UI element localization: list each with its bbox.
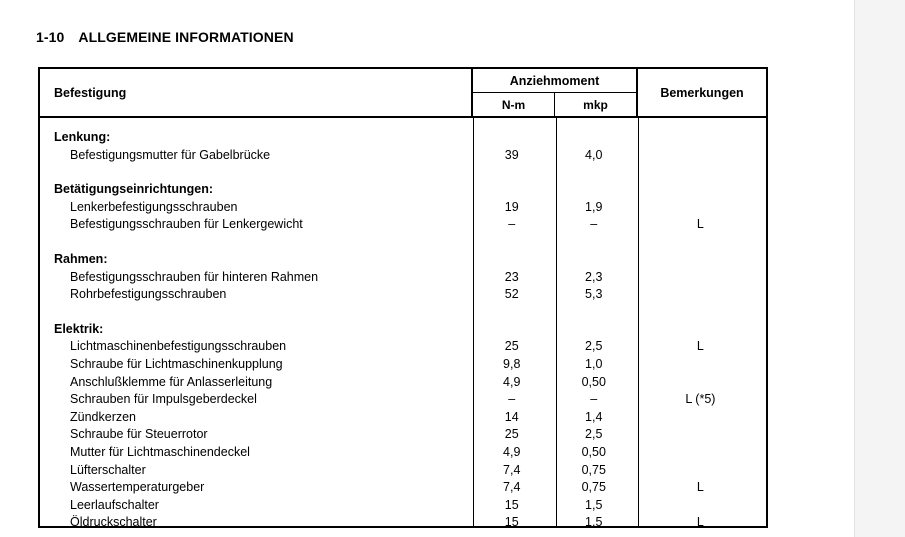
column-header-remarks: Bemerkungen bbox=[660, 85, 744, 100]
torque-nm-value: 4,9 bbox=[503, 374, 521, 389]
table-section-heading-row: Elektrik: bbox=[40, 322, 766, 340]
remark-value: L (*5) bbox=[685, 392, 716, 407]
table-row: Lichtmaschinenbefestigungsschrauben 25 2,5… bbox=[40, 339, 766, 357]
fastening-name: Mutter für Lichtmaschinendeckel bbox=[70, 444, 250, 459]
table-row: Rohrbefestigungsschrauben 52 5,3 bbox=[40, 287, 766, 305]
torque-mkp-value: 0,50 bbox=[581, 444, 606, 459]
torque-mkp-value: 5,3 bbox=[585, 287, 603, 302]
table-row: Schrauben für Impulsgeberdeckel – – L (*5) bbox=[40, 392, 766, 410]
fastening-name: Lichtmaschinenbefestigungsschrauben bbox=[70, 339, 287, 354]
table-row: Befestigungsschrauben für hinteren Rahme… bbox=[40, 270, 766, 288]
torque-nm-value: 7,4 bbox=[503, 462, 521, 477]
table-row: Leerlaufschalter 15 1,5 bbox=[40, 498, 766, 516]
fastening-name: Zündkerzen bbox=[70, 409, 137, 424]
column-divider-2 bbox=[555, 118, 557, 526]
torque-nm-value: 15 bbox=[504, 515, 519, 530]
torque-nm-value: 9,8 bbox=[503, 356, 521, 371]
table-section-heading-row: Rahmen: bbox=[40, 252, 766, 270]
torque-nm-value: 52 bbox=[504, 287, 519, 302]
page-title: 1-10 ALLGEMEINE INFORMATIONEN bbox=[28, 13, 294, 45]
torque-nm-value: – bbox=[508, 217, 516, 232]
section-heading: Betätigungseinrichtungen: bbox=[54, 182, 214, 197]
torque-nm-value: 14 bbox=[504, 409, 519, 424]
torque-mkp-value: 1,4 bbox=[585, 409, 603, 424]
column-header-anziehmoment: Anziehmoment bbox=[473, 69, 636, 93]
fastening-name: Schraube für Steuerrotor bbox=[70, 427, 208, 442]
torque-mkp-value: – bbox=[590, 217, 598, 232]
table-row: Lüfterschalter 7,4 0,75 bbox=[40, 463, 766, 481]
torque-mkp-value: 1,9 bbox=[585, 199, 603, 214]
table-row: Mutter für Lichtmaschinendeckel 4,9 0,50 bbox=[40, 445, 766, 463]
torque-nm-value: 19 bbox=[504, 199, 519, 214]
fastening-name: Schrauben für Impulsgeberdeckel bbox=[70, 392, 257, 407]
remark-value: L bbox=[696, 339, 704, 354]
torque-nm-value: 15 bbox=[504, 497, 519, 512]
column-header-torque-group: Anziehmoment N-m mkp bbox=[473, 69, 638, 117]
torque-mkp-value: 1,5 bbox=[585, 497, 603, 512]
fastening-name: Lüfterschalter bbox=[70, 462, 146, 477]
table-row: Zündkerzen 14 1,4 bbox=[40, 410, 766, 428]
fastening-name: Leerlaufschalter bbox=[70, 497, 159, 512]
torque-specification-table: Befestigung Anziehmoment N-m mkp Bemerku… bbox=[38, 67, 768, 529]
torque-nm-value: – bbox=[508, 392, 516, 407]
fastening-name: Anschlußklemme für Anlasserleitung bbox=[70, 374, 273, 389]
fastening-name: Befestigungsschrauben für hinteren Rahme… bbox=[70, 269, 319, 284]
table-rows: Lenkung: Befestigungsmutter für Gabelbrüc… bbox=[40, 130, 766, 533]
table-section-heading-row: Lenkung: bbox=[40, 130, 766, 148]
fastening-name: Lenkerbefestigungsschrauben bbox=[70, 199, 238, 214]
torque-mkp-value: 2,5 bbox=[585, 339, 603, 354]
remark-value: L bbox=[696, 515, 704, 530]
table-row: Schraube für Lichtmaschinenkupplung 9,8 1,… bbox=[40, 357, 766, 375]
torque-mkp-value: 0,75 bbox=[581, 462, 606, 477]
table-row: Befestigungsschrauben für Lenkergewicht –… bbox=[40, 217, 766, 235]
fastening-name: Rohrbefestigungsschrauben bbox=[70, 287, 227, 302]
torque-nm-value: 39 bbox=[504, 147, 519, 162]
column-header-fastening: Befestigung bbox=[40, 69, 473, 116]
section-heading: Rahmen: bbox=[54, 251, 108, 266]
table-row: Befestigungsmutter für Gabelbrücke 39 4,0 bbox=[40, 148, 766, 166]
torque-nm-value: 4,9 bbox=[503, 444, 521, 459]
table-row: Schraube für Steuerrotor 25 2,5 bbox=[40, 427, 766, 445]
table-section-heading-row: Betätigungseinrichtungen: bbox=[40, 182, 766, 200]
torque-mkp-value: 2,3 bbox=[585, 269, 603, 284]
table-row: Wassertemperaturgeber 7,4 0,75 L bbox=[40, 480, 766, 498]
torque-nm-value: 23 bbox=[504, 269, 519, 284]
torque-mkp-value: – bbox=[590, 392, 598, 407]
page-number: 1-10 bbox=[35, 29, 65, 45]
torque-mkp-value: 2,5 bbox=[585, 427, 603, 442]
fastening-name: Befestigungsschrauben für Lenkergewicht bbox=[70, 217, 303, 232]
fastening-name: Wassertemperaturgeber bbox=[70, 480, 205, 495]
torque-mkp-value: 1,5 bbox=[585, 515, 603, 530]
fastening-name: Befestigungsmutter für Gabelbrücke bbox=[70, 147, 271, 162]
column-divider-1 bbox=[473, 118, 474, 526]
table-row-spacer bbox=[40, 305, 766, 322]
column-header-nm: N-m bbox=[473, 93, 555, 117]
column-header-units: N-m mkp bbox=[473, 93, 636, 117]
torque-mkp-value: 1,0 bbox=[585, 356, 603, 371]
table-row: Anschlußklemme für Anlasserleitung 4,9 0,5… bbox=[40, 375, 766, 393]
section-heading: Elektrik: bbox=[54, 321, 104, 336]
table-row: Lenkerbefestigungsschrauben 19 1,9 bbox=[40, 200, 766, 218]
table-row: Öldruckschalter 15 1,5 L bbox=[40, 515, 766, 533]
column-header-mkp: mkp bbox=[583, 98, 608, 112]
table-row-spacer bbox=[40, 165, 766, 182]
torque-nm-value: 25 bbox=[504, 427, 519, 442]
table-row-spacer bbox=[40, 235, 766, 252]
page-margin-band bbox=[854, 0, 905, 537]
torque-mkp-value: 0,50 bbox=[581, 374, 606, 389]
table-header: Befestigung Anziehmoment N-m mkp Bemerku… bbox=[40, 69, 766, 118]
page-title-text: ALLGEMEINE INFORMATIONEN bbox=[78, 29, 294, 45]
column-divider-3 bbox=[638, 118, 639, 526]
remark-value: L bbox=[696, 480, 704, 495]
torque-nm-value: 25 bbox=[504, 339, 519, 354]
section-heading: Lenkung: bbox=[54, 130, 111, 144]
torque-nm-value: 7,4 bbox=[503, 480, 521, 495]
table-body: Lenkung: Befestigungsmutter für Gabelbrüc… bbox=[40, 118, 766, 529]
torque-mkp-value: 4,0 bbox=[585, 147, 603, 162]
remark-value: L bbox=[696, 217, 704, 232]
fastening-name: Öldruckschalter bbox=[70, 515, 157, 530]
torque-mkp-value: 0,75 bbox=[581, 480, 606, 495]
fastening-name: Schraube für Lichtmaschinenkupplung bbox=[70, 356, 283, 371]
